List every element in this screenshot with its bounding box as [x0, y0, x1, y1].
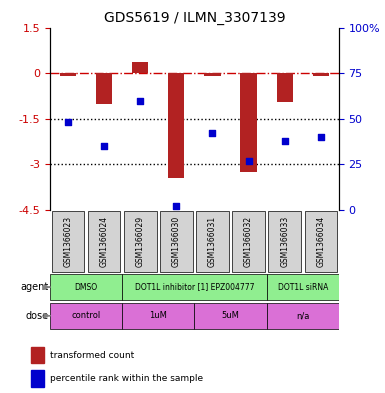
- Text: GSM1366029: GSM1366029: [136, 216, 145, 267]
- Bar: [132, 62, 148, 73]
- FancyBboxPatch shape: [266, 303, 339, 329]
- FancyBboxPatch shape: [122, 274, 266, 300]
- Title: GDS5619 / ILMN_3307139: GDS5619 / ILMN_3307139: [104, 11, 285, 25]
- Text: 5uM: 5uM: [222, 311, 239, 320]
- FancyBboxPatch shape: [160, 211, 192, 272]
- Bar: [31, 347, 44, 363]
- FancyBboxPatch shape: [196, 211, 229, 272]
- Text: DOT1L siRNA: DOT1L siRNA: [278, 283, 328, 292]
- Text: GSM1366031: GSM1366031: [208, 216, 217, 267]
- FancyBboxPatch shape: [50, 274, 122, 300]
- Point: [281, 138, 288, 144]
- Text: GSM1366032: GSM1366032: [244, 216, 253, 267]
- FancyBboxPatch shape: [266, 274, 339, 300]
- Point: [318, 134, 324, 140]
- Bar: [204, 73, 221, 75]
- Text: n/a: n/a: [296, 311, 310, 320]
- Text: DMSO: DMSO: [75, 283, 98, 292]
- Text: GSM1366033: GSM1366033: [280, 216, 289, 267]
- Text: percentile rank within the sample: percentile rank within the sample: [50, 374, 204, 383]
- Point: [209, 130, 216, 136]
- FancyBboxPatch shape: [52, 211, 84, 272]
- Text: 1uM: 1uM: [149, 311, 167, 320]
- Bar: [313, 73, 329, 75]
- Bar: [31, 370, 44, 387]
- FancyBboxPatch shape: [305, 211, 337, 272]
- Text: DOT1L inhibitor [1] EPZ004777: DOT1L inhibitor [1] EPZ004777: [135, 283, 254, 292]
- Point: [246, 158, 252, 164]
- FancyBboxPatch shape: [194, 303, 266, 329]
- Text: agent: agent: [20, 282, 48, 292]
- Bar: [276, 73, 293, 102]
- FancyBboxPatch shape: [50, 303, 122, 329]
- Point: [137, 97, 143, 104]
- FancyBboxPatch shape: [124, 211, 157, 272]
- FancyBboxPatch shape: [268, 211, 301, 272]
- Bar: [168, 73, 184, 178]
- Bar: [60, 73, 76, 75]
- Text: GSM1366034: GSM1366034: [316, 216, 325, 267]
- FancyBboxPatch shape: [88, 211, 121, 272]
- Point: [173, 203, 179, 209]
- FancyBboxPatch shape: [232, 211, 265, 272]
- Point: [101, 143, 107, 149]
- Bar: [241, 73, 257, 172]
- Text: control: control: [72, 311, 101, 320]
- Text: transformed count: transformed count: [50, 351, 135, 360]
- FancyBboxPatch shape: [122, 303, 194, 329]
- Text: dose: dose: [25, 311, 48, 321]
- Text: GSM1366024: GSM1366024: [100, 216, 109, 267]
- Bar: [96, 73, 112, 104]
- Text: GSM1366023: GSM1366023: [64, 216, 73, 267]
- Text: GSM1366030: GSM1366030: [172, 216, 181, 267]
- Point: [65, 119, 71, 126]
